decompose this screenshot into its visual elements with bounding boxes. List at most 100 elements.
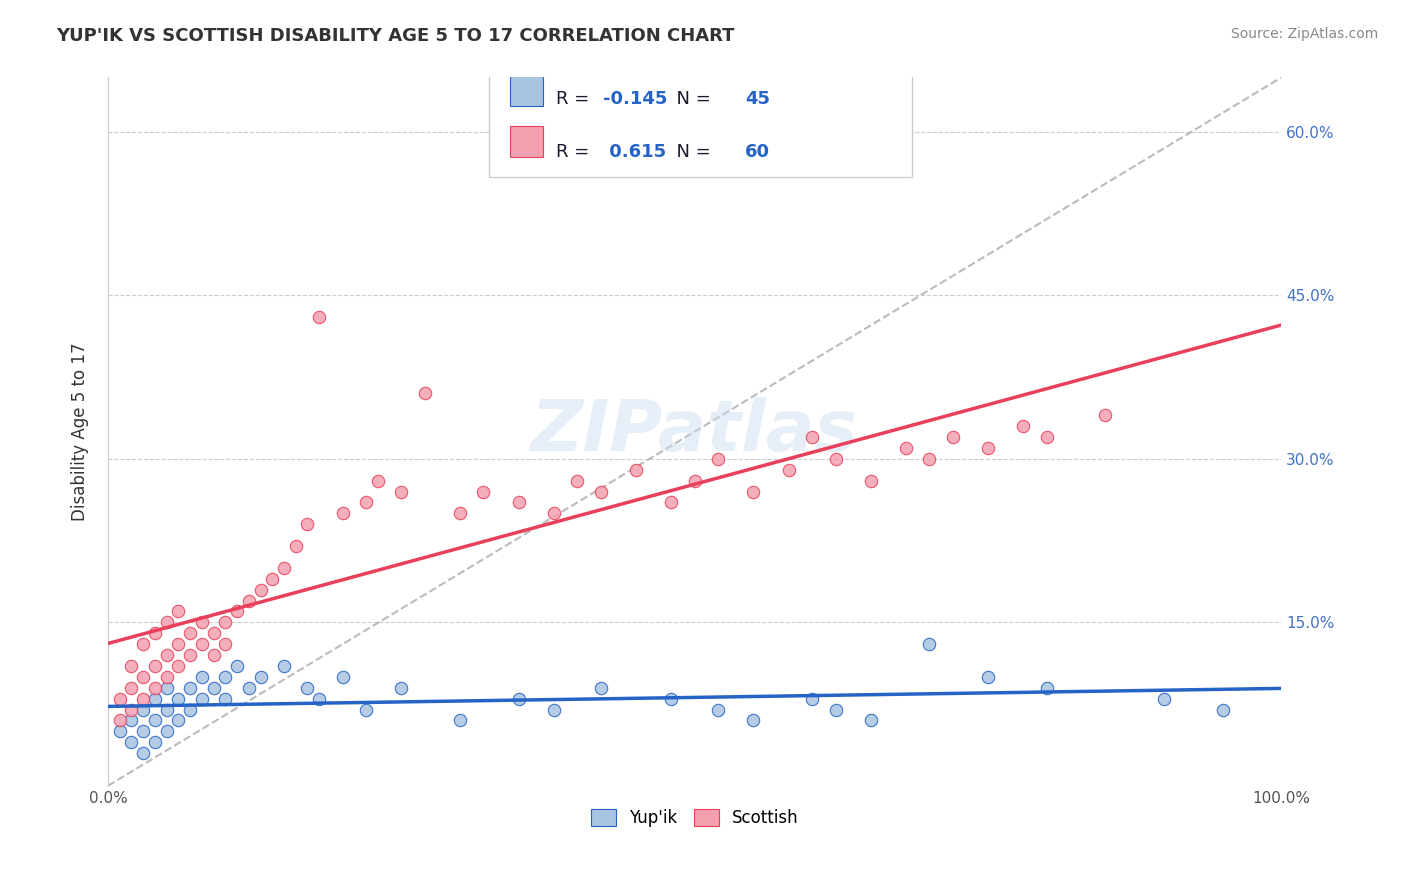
Point [202,681,225,695]
Text: 0.615: 0.615 [603,144,666,161]
Point [167,714,190,728]
Text: R =: R = [557,90,595,108]
Point [108,714,131,728]
Point [942,430,965,444]
Point [308,691,330,706]
FancyBboxPatch shape [510,74,543,106]
Point [624,463,647,477]
Point [354,702,377,716]
Point [120,735,142,749]
Point [156,670,179,684]
Text: 60: 60 [745,144,770,161]
Point [1153,691,1175,706]
Point [132,702,155,716]
Point [191,670,214,684]
Point [108,724,131,739]
Point [202,626,225,640]
Text: N =: N = [665,144,717,161]
Point [226,659,249,673]
Point [273,561,295,575]
Point [707,451,730,466]
Point [179,626,201,640]
Point [332,670,354,684]
Point [156,702,179,716]
Point [156,681,179,695]
Point [707,702,730,716]
Point [284,539,307,553]
Point [143,626,166,640]
Point [859,714,882,728]
Point [167,691,190,706]
Point [191,691,214,706]
Point [191,637,214,651]
Text: Source: ZipAtlas.com: Source: ZipAtlas.com [1230,27,1378,41]
Point [508,691,530,706]
Point [191,615,214,630]
Point [249,582,271,597]
Point [508,495,530,509]
Point [389,484,412,499]
Point [179,702,201,716]
Point [120,659,142,673]
Point [683,474,706,488]
Point [214,615,236,630]
Point [977,670,1000,684]
Point [977,441,1000,455]
Point [918,451,941,466]
Point [179,681,201,695]
Point [297,681,319,695]
Point [156,648,179,662]
Point [567,474,589,488]
Y-axis label: Disability Age 5 to 17: Disability Age 5 to 17 [72,343,89,521]
Text: 45: 45 [745,90,770,108]
Point [778,463,800,477]
Point [214,670,236,684]
Point [297,517,319,532]
Point [389,681,412,695]
Point [143,659,166,673]
FancyBboxPatch shape [510,126,543,158]
Point [202,648,225,662]
Point [742,714,765,728]
Point [108,691,131,706]
Point [543,702,565,716]
Point [262,572,284,586]
Point [132,637,155,651]
Point [472,484,495,499]
Point [156,615,179,630]
Point [167,659,190,673]
Point [1212,702,1234,716]
Point [132,691,155,706]
Point [859,474,882,488]
Point [543,506,565,520]
Point [1012,419,1035,434]
Point [143,691,166,706]
Point [354,495,377,509]
Point [143,735,166,749]
Text: YUP'IK VS SCOTTISH DISABILITY AGE 5 TO 17 CORRELATION CHART: YUP'IK VS SCOTTISH DISABILITY AGE 5 TO 1… [56,27,735,45]
Text: N =: N = [665,90,717,108]
Point [449,714,471,728]
Legend: Yup'ik, Scottish: Yup'ik, Scottish [583,803,806,834]
Point [120,681,142,695]
Point [143,714,166,728]
Point [894,441,917,455]
Point [1035,681,1057,695]
Point [824,451,846,466]
Point [332,506,354,520]
Point [132,670,155,684]
Point [589,681,612,695]
Point [801,691,824,706]
Point [120,702,142,716]
Point [824,702,846,716]
Point [238,593,260,607]
Text: ZIPatlas: ZIPatlas [531,397,859,467]
Point [226,604,249,618]
Point [214,691,236,706]
Point [167,637,190,651]
Point [179,648,201,662]
Point [249,670,271,684]
Point [1094,409,1116,423]
Point [167,604,190,618]
Point [156,724,179,739]
